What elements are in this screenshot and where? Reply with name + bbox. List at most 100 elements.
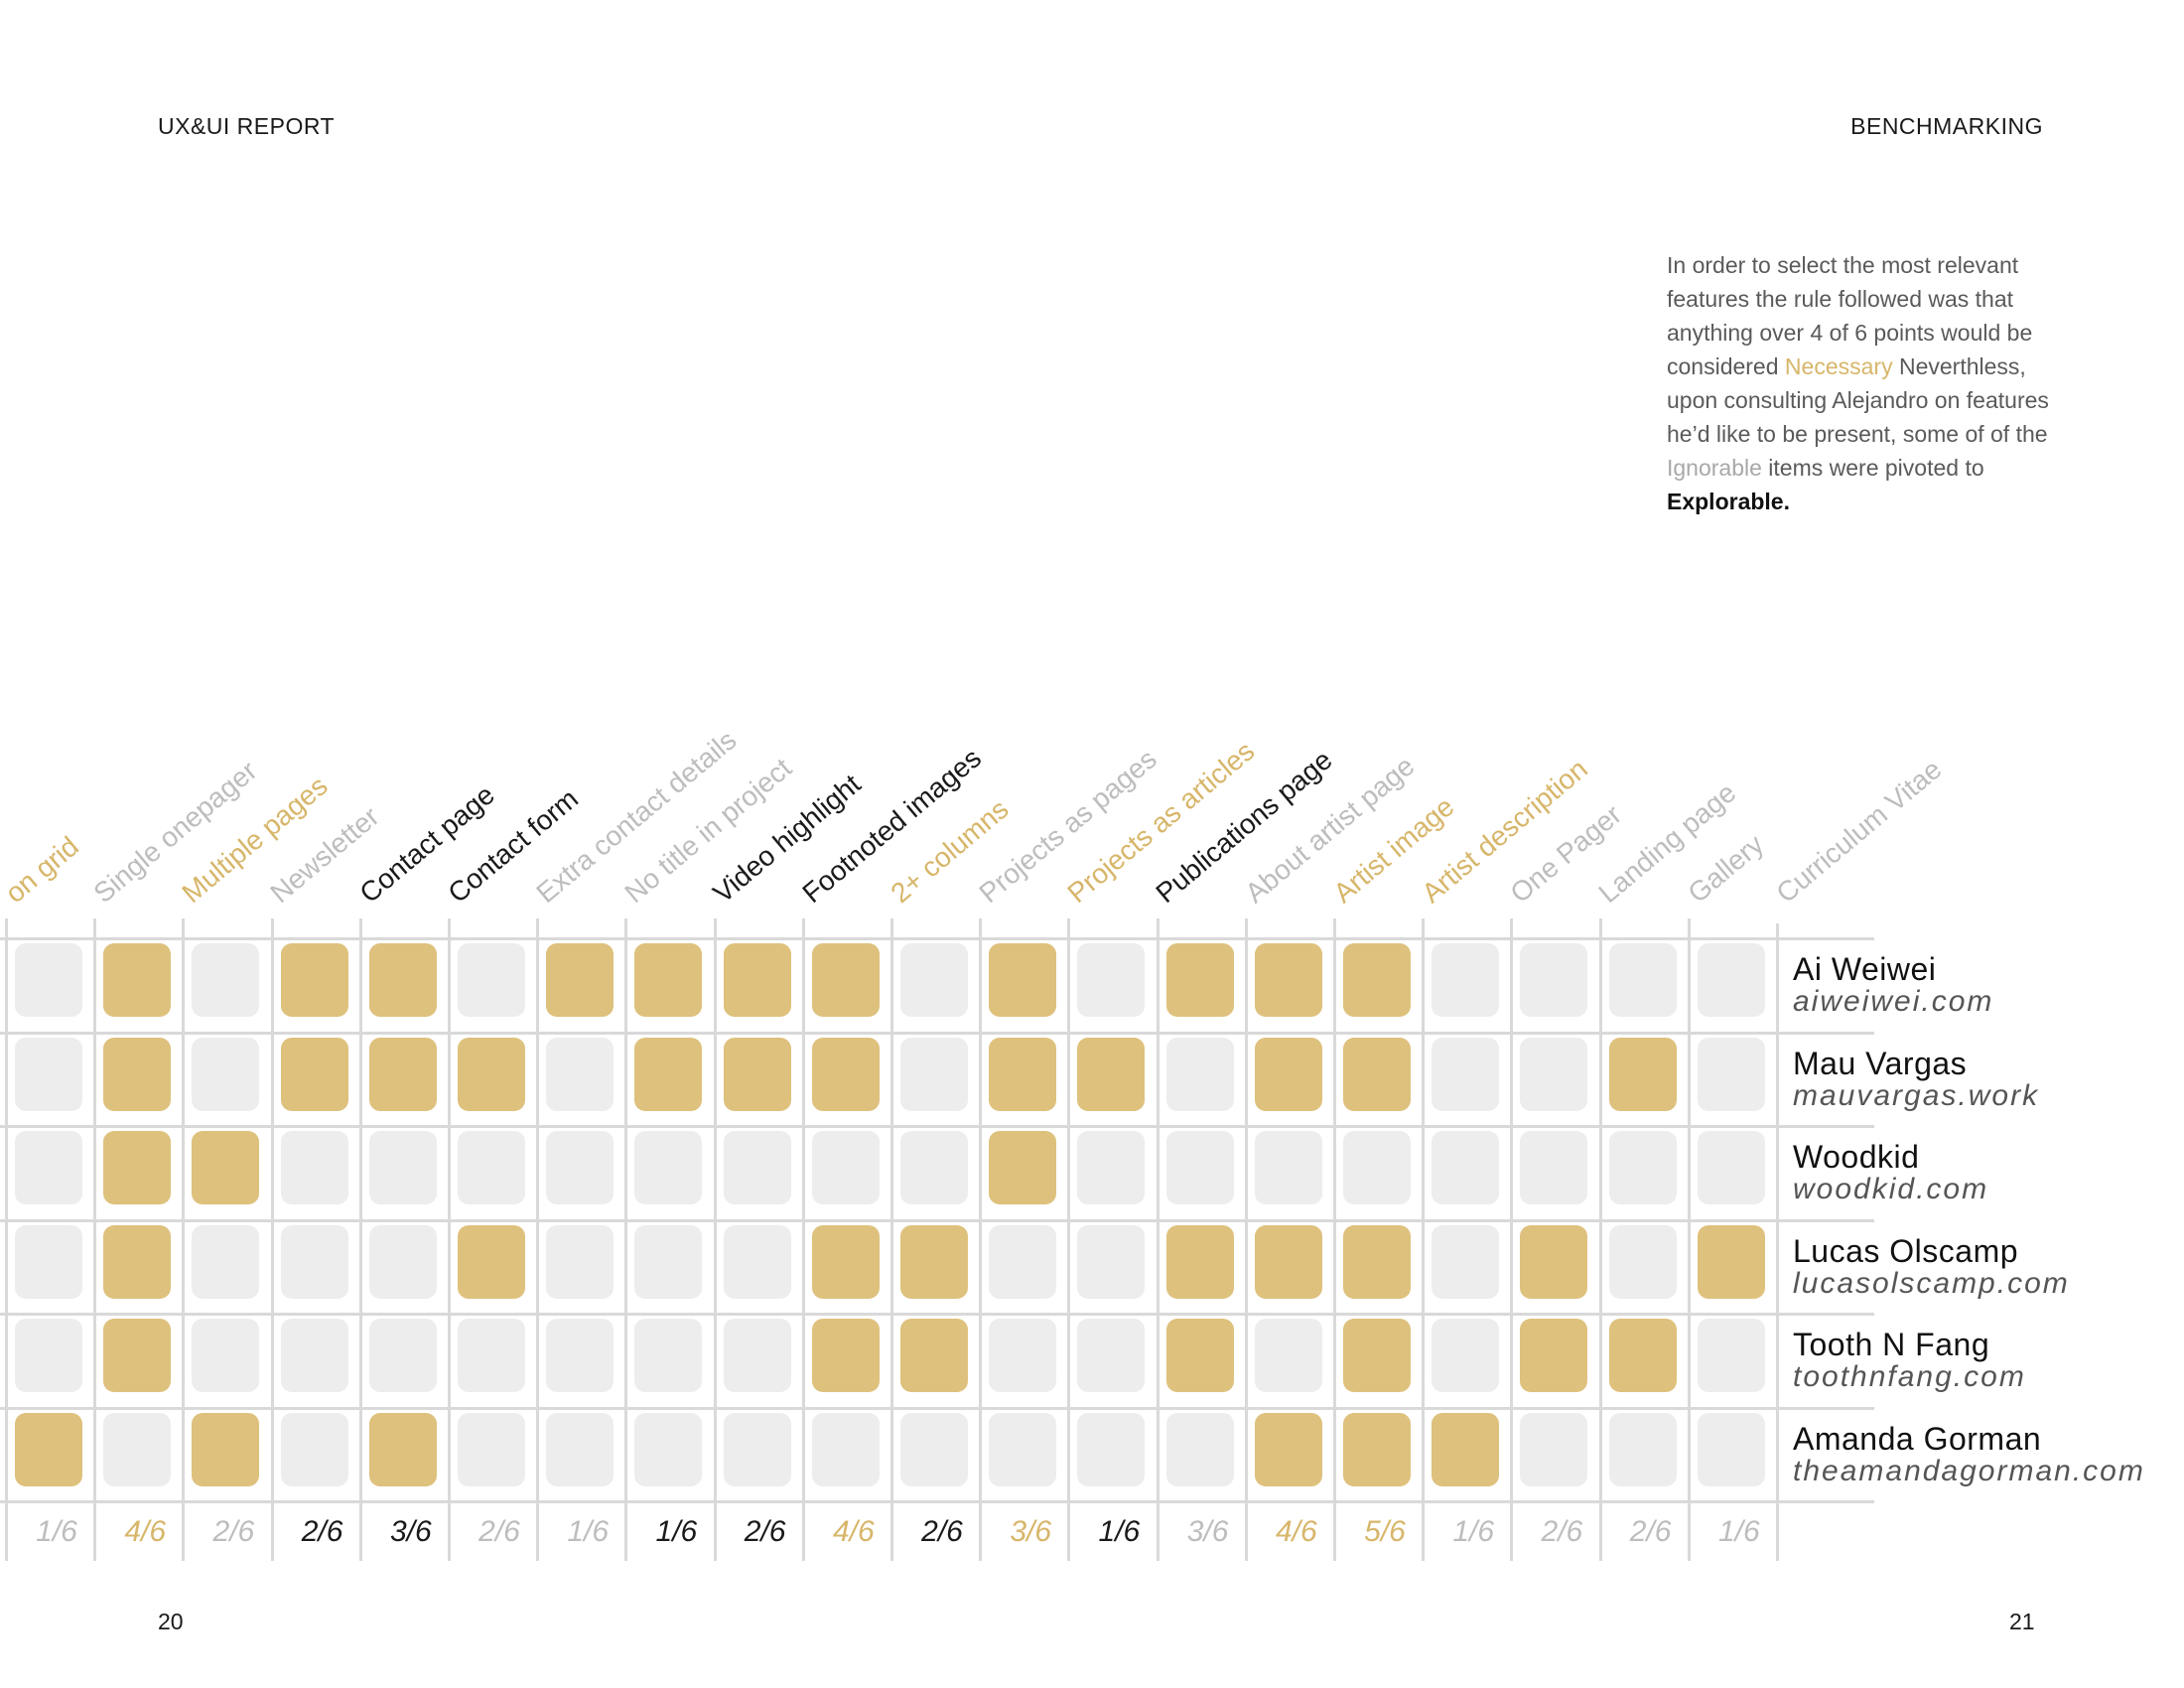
matrix-cell bbox=[811, 1224, 880, 1299]
ignorable-term: Ignorable bbox=[1667, 455, 1762, 481]
grid-line-vertical bbox=[890, 918, 893, 1561]
page-number-right: 21 bbox=[2009, 1609, 2035, 1634]
matrix-cell bbox=[368, 1131, 437, 1204]
matrix-cell bbox=[458, 1412, 525, 1486]
matrix-cell bbox=[1254, 1037, 1322, 1111]
matrix-cell bbox=[1165, 1412, 1234, 1486]
matrix-cell bbox=[546, 1412, 614, 1486]
matrix-cell bbox=[1165, 943, 1234, 1017]
matrix-cell bbox=[458, 943, 525, 1017]
report-title: UX&UI REPORT bbox=[158, 113, 336, 139]
grid-line-vertical bbox=[270, 918, 274, 1561]
matrix-cell bbox=[634, 1412, 703, 1486]
matrix-cell bbox=[1077, 1412, 1146, 1486]
matrix-cell bbox=[192, 1412, 260, 1486]
site-url: lucasolscamp.com bbox=[1793, 1266, 2070, 1300]
matrix-cell bbox=[103, 1319, 172, 1392]
site-name: Woodkid bbox=[1793, 1139, 1920, 1175]
site-label: Woodkid woodkid.com bbox=[1793, 1141, 1988, 1204]
matrix-cell bbox=[1165, 1037, 1234, 1111]
matrix-cell bbox=[1343, 1224, 1411, 1299]
matrix-cell bbox=[723, 1037, 791, 1111]
grid-line-vertical bbox=[448, 918, 451, 1561]
matrix-cell bbox=[1697, 943, 1765, 1017]
matrix-cell bbox=[103, 1037, 172, 1111]
explorable-term: Explorable. bbox=[1667, 489, 1790, 514]
feature-score: 2/6 bbox=[478, 1515, 520, 1548]
matrix-cell bbox=[811, 1319, 880, 1392]
intro-text-3: items were pivoted to bbox=[1761, 455, 1984, 481]
matrix-cell bbox=[15, 1224, 82, 1299]
page-number-left: 20 bbox=[158, 1609, 184, 1634]
matrix-cell bbox=[634, 1319, 703, 1392]
site-url: toothnfang.com bbox=[1793, 1360, 2026, 1393]
feature-score: 4/6 bbox=[832, 1515, 875, 1548]
grid-line-vertical bbox=[93, 918, 97, 1561]
matrix-cell bbox=[1520, 1131, 1588, 1204]
matrix-cell bbox=[280, 1131, 348, 1204]
matrix-cell bbox=[1697, 1412, 1765, 1486]
grid-line-vertical bbox=[1598, 918, 1602, 1561]
matrix-cell bbox=[280, 1412, 348, 1486]
matrix-cell bbox=[103, 1224, 172, 1299]
matrix-cell bbox=[1077, 1319, 1146, 1392]
feature-score: 3/6 bbox=[1010, 1515, 1052, 1548]
matrix-cell bbox=[15, 1412, 82, 1486]
feature-score: 1/6 bbox=[655, 1515, 698, 1548]
feature-score: 2/6 bbox=[744, 1515, 786, 1548]
matrix-cell bbox=[192, 1319, 260, 1392]
grid-line-vertical bbox=[5, 918, 8, 1561]
matrix-cell bbox=[458, 1037, 525, 1111]
matrix-cell bbox=[546, 1037, 614, 1111]
matrix-cell bbox=[1165, 1224, 1234, 1299]
matrix-cell bbox=[1165, 1319, 1234, 1392]
matrix-cell bbox=[811, 1412, 880, 1486]
section-title: BENCHMARKING bbox=[1850, 113, 2043, 139]
matrix-cell bbox=[1520, 1224, 1588, 1299]
matrix-cell bbox=[1520, 943, 1588, 1017]
feature-score: 1/6 bbox=[36, 1515, 77, 1548]
matrix-cell bbox=[1077, 1037, 1146, 1111]
grid-line-horizontal bbox=[0, 937, 1874, 940]
matrix-cell bbox=[1608, 1224, 1677, 1299]
matrix-cell bbox=[458, 1131, 525, 1204]
matrix-cell bbox=[546, 1319, 614, 1392]
site-label: Tooth N Fang toothnfang.com bbox=[1793, 1329, 2026, 1392]
matrix-cell bbox=[1697, 1037, 1765, 1111]
grid-line-vertical bbox=[1776, 923, 1779, 1561]
site-label: Amanda Gorman theamandagorman.com bbox=[1793, 1423, 2145, 1486]
matrix-cell bbox=[634, 1131, 703, 1204]
matrix-cell bbox=[1608, 1412, 1677, 1486]
matrix-cell bbox=[458, 1224, 525, 1299]
feature-score: 2/6 bbox=[212, 1515, 255, 1548]
grid-line-horizontal bbox=[0, 1125, 1874, 1128]
matrix-cell bbox=[989, 1224, 1057, 1299]
matrix-cell bbox=[1697, 1224, 1765, 1299]
site-url: woodkid.com bbox=[1793, 1173, 1989, 1205]
matrix-cell bbox=[368, 1037, 437, 1111]
matrix-cell bbox=[1608, 1131, 1677, 1204]
matrix-cell bbox=[1077, 943, 1146, 1017]
matrix-cell bbox=[811, 1131, 880, 1204]
matrix-cell bbox=[1520, 1319, 1588, 1392]
matrix-cell bbox=[280, 1224, 348, 1299]
matrix-cell bbox=[192, 1037, 260, 1111]
matrix-cell bbox=[1608, 943, 1677, 1017]
intro-text-2: Neverthless, upon consulting Alejandro o… bbox=[1667, 353, 2049, 447]
matrix-cell bbox=[1520, 1412, 1588, 1486]
matrix-cell bbox=[634, 1224, 703, 1299]
feature-score: 2/6 bbox=[1541, 1515, 1583, 1548]
feature-label: Curriculum Vitae bbox=[1770, 753, 1948, 910]
grid-line-horizontal bbox=[0, 1218, 1874, 1222]
matrix-cell bbox=[1343, 1037, 1411, 1111]
matrix-cell bbox=[811, 943, 880, 1017]
grid-line-vertical bbox=[1333, 918, 1336, 1561]
site-url: theamandagorman.com bbox=[1793, 1454, 2145, 1487]
feature-score: 1/6 bbox=[1452, 1515, 1495, 1548]
matrix-cell bbox=[1165, 1131, 1234, 1204]
matrix-cell bbox=[103, 1412, 172, 1486]
matrix-cell bbox=[989, 1037, 1057, 1111]
site-label: Ai Weiwei aiweiwei.com bbox=[1793, 953, 1993, 1017]
matrix-cell bbox=[900, 943, 968, 1017]
site-name: Amanda Gorman bbox=[1793, 1420, 2042, 1457]
